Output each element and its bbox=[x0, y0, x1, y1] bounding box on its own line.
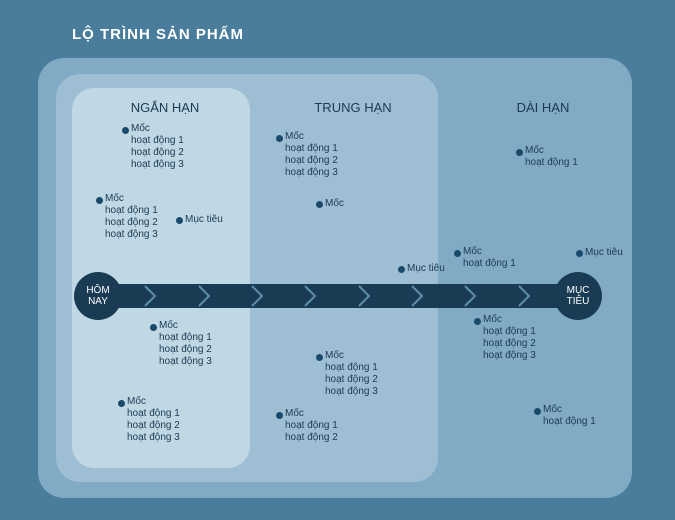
milestone-dot-icon bbox=[316, 201, 323, 208]
milestone-line: hoạt động 2 bbox=[131, 147, 184, 159]
milestone-l3: Mục tiêu bbox=[585, 247, 623, 259]
milestone-line: hoạt động 1 bbox=[285, 420, 338, 432]
milestone-s1: Mốchoạt động 1hoạt động 2hoạt động 3 bbox=[131, 123, 184, 171]
milestone-l2: Mốchoạt động 1 bbox=[463, 246, 516, 270]
milestone-header: Mốc bbox=[285, 131, 338, 143]
milestone-line: hoạt động 1 bbox=[543, 416, 596, 428]
milestone-s3: Mục tiêu bbox=[185, 214, 223, 226]
page-title: LỘ TRÌNH SẢN PHẨM bbox=[72, 26, 244, 43]
milestone-header: Mục tiêu bbox=[185, 214, 223, 226]
milestone-dot-icon bbox=[576, 250, 583, 257]
timeline-start-cap-label: HÔM NAY bbox=[86, 285, 109, 307]
milestone-s2: Mốchoạt động 1hoạt động 2hoạt động 3 bbox=[105, 193, 158, 241]
milestone-dot-icon bbox=[316, 354, 323, 361]
milestone-line: hoạt động 1 bbox=[483, 326, 536, 338]
milestone-dot-icon bbox=[474, 318, 481, 325]
milestone-line: hoạt động 3 bbox=[131, 159, 184, 171]
milestone-dot-icon bbox=[122, 127, 129, 134]
timeline-bar bbox=[98, 284, 578, 308]
col-short-header: NGẮN HẠN bbox=[110, 100, 220, 115]
timeline-chevron-icon bbox=[143, 284, 159, 308]
milestone-dot-icon bbox=[534, 408, 541, 415]
timeline-end-cap-label: MỤC TIÊU bbox=[567, 285, 590, 307]
milestone-line: hoạt động 2 bbox=[483, 338, 536, 350]
milestone-l4: Mốchoạt động 1hoạt động 2hoạt động 3 bbox=[483, 314, 536, 362]
milestone-dot-icon bbox=[516, 149, 523, 156]
roadmap-canvas: LỘ TRÌNH SẢN PHẨM NGẮN HẠN TRUNG HẠN DÀI HẠ… bbox=[0, 0, 675, 520]
timeline-chevron-icon bbox=[250, 284, 266, 308]
milestone-line: hoạt động 2 bbox=[159, 344, 212, 356]
milestone-header: Mốc bbox=[127, 396, 180, 408]
col-mid-header: TRUNG HẠN bbox=[298, 100, 408, 115]
milestone-dot-icon bbox=[118, 400, 125, 407]
milestone-l1: Mốchoạt động 1 bbox=[525, 145, 578, 169]
milestone-header: Mốc bbox=[325, 350, 378, 362]
timeline-chevron-icon bbox=[303, 284, 319, 308]
timeline-chevron-icon bbox=[197, 284, 213, 308]
timeline-start-cap: HÔM NAY bbox=[74, 272, 122, 320]
milestone-line: hoạt động 3 bbox=[127, 432, 180, 444]
timeline-chevron-icon bbox=[517, 284, 533, 308]
milestone-dot-icon bbox=[276, 135, 283, 142]
milestone-line: hoạt động 1 bbox=[285, 143, 338, 155]
milestone-header: Mốc bbox=[525, 145, 578, 157]
milestone-s5: Mốchoạt động 1hoạt động 2hoạt động 3 bbox=[127, 396, 180, 444]
milestone-line: hoạt động 3 bbox=[325, 386, 378, 398]
milestone-line: hoạt động 1 bbox=[127, 408, 180, 420]
milestone-header: Mốc bbox=[543, 404, 596, 416]
milestone-line: hoạt động 2 bbox=[127, 420, 180, 432]
milestone-dot-icon bbox=[176, 217, 183, 224]
milestone-line: hoạt động 1 bbox=[105, 205, 158, 217]
milestone-line: hoạt động 3 bbox=[285, 167, 338, 179]
milestone-line: hoạt động 3 bbox=[159, 356, 212, 368]
milestone-header: Mốc bbox=[131, 123, 184, 135]
milestone-header: Mốc bbox=[105, 193, 158, 205]
milestone-line: hoạt động 2 bbox=[105, 217, 158, 229]
milestone-header: Mốc bbox=[463, 246, 516, 258]
milestone-m1: Mốchoạt động 1hoạt động 2hoạt động 3 bbox=[285, 131, 338, 179]
milestone-dot-icon bbox=[454, 250, 461, 257]
milestone-s4: Mốchoạt động 1hoạt động 2hoạt động 3 bbox=[159, 320, 212, 368]
milestone-line: hoạt động 1 bbox=[325, 362, 378, 374]
milestone-dot-icon bbox=[150, 324, 157, 331]
milestone-line: hoạt động 3 bbox=[105, 229, 158, 241]
milestone-header: Mốc bbox=[285, 408, 338, 420]
milestone-m3: Mục tiêu bbox=[407, 263, 445, 275]
timeline-chevron-icon bbox=[463, 284, 479, 308]
milestone-line: hoạt động 2 bbox=[285, 432, 338, 444]
milestone-line: hoạt động 1 bbox=[463, 258, 516, 270]
milestone-dot-icon bbox=[398, 266, 405, 273]
milestone-line: hoạt động 1 bbox=[131, 135, 184, 147]
milestone-header: Mốc bbox=[325, 198, 344, 210]
milestone-dot-icon bbox=[276, 412, 283, 419]
milestone-header: Mốc bbox=[159, 320, 212, 332]
timeline-chevron-icon bbox=[410, 284, 426, 308]
milestone-dot-icon bbox=[96, 197, 103, 204]
milestone-line: hoạt động 3 bbox=[483, 350, 536, 362]
milestone-l5: Mốchoạt động 1 bbox=[543, 404, 596, 428]
milestone-header: Mục tiêu bbox=[585, 247, 623, 259]
milestone-m4: Mốchoạt động 1hoạt động 2hoạt động 3 bbox=[325, 350, 378, 398]
milestone-line: hoạt động 1 bbox=[159, 332, 212, 344]
timeline-chevron-icon bbox=[357, 284, 373, 308]
milestone-line: hoạt động 1 bbox=[525, 157, 578, 169]
milestone-m5: Mốchoạt động 1hoạt động 2 bbox=[285, 408, 338, 444]
col-long-header: DÀI HẠN bbox=[488, 100, 598, 115]
milestone-header: Mốc bbox=[483, 314, 536, 326]
milestone-m2: Mốc bbox=[325, 198, 344, 210]
milestone-line: hoạt động 2 bbox=[285, 155, 338, 167]
milestone-header: Mục tiêu bbox=[407, 263, 445, 275]
milestone-line: hoạt động 2 bbox=[325, 374, 378, 386]
timeline-end-cap: MỤC TIÊU bbox=[554, 272, 602, 320]
